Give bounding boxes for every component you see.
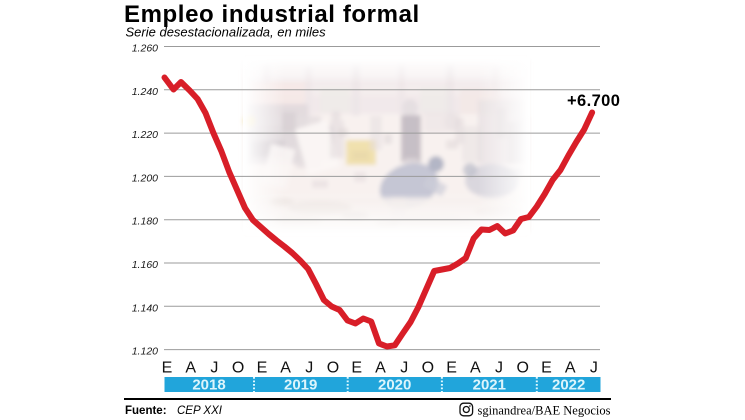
svg-text:+6.700: +6.700 (567, 92, 620, 110)
svg-text:A: A (565, 359, 576, 376)
svg-text:1.200: 1.200 (132, 172, 158, 184)
svg-text:2018: 2018 (192, 377, 225, 394)
svg-text:J: J (400, 359, 408, 376)
svg-text:E: E (257, 359, 268, 376)
svg-text:1.140: 1.140 (132, 302, 158, 314)
svg-text:A: A (280, 359, 291, 376)
svg-text:sginandrea/BAE Negocios: sginandrea/BAE Negocios (478, 404, 611, 418)
svg-text:A: A (185, 359, 196, 376)
svg-text:2020: 2020 (378, 377, 411, 394)
svg-text:1.260: 1.260 (132, 43, 158, 55)
svg-text:E: E (541, 359, 552, 376)
svg-text:2021: 2021 (473, 377, 506, 394)
svg-text:J: J (590, 359, 598, 376)
svg-text:2022: 2022 (552, 377, 585, 394)
svg-text:Serie desestacionalizada, en m: Serie desestacionalizada, en miles (126, 24, 327, 39)
svg-text:J: J (495, 359, 503, 376)
svg-text:O: O (327, 359, 339, 376)
svg-text:CEP XXI: CEP XXI (177, 405, 223, 417)
svg-text:A: A (470, 359, 481, 376)
svg-text:1.120: 1.120 (132, 346, 158, 358)
svg-text:E: E (351, 359, 362, 376)
svg-text:E: E (446, 359, 457, 376)
svg-text:Fuente:: Fuente: (125, 405, 167, 417)
svg-text:J: J (305, 359, 313, 376)
svg-text:1.240: 1.240 (132, 86, 158, 98)
svg-text:1.180: 1.180 (132, 216, 158, 228)
svg-text:E: E (162, 359, 173, 376)
svg-text:J: J (210, 359, 218, 376)
svg-text:2019: 2019 (284, 377, 317, 394)
svg-text:A: A (375, 359, 386, 376)
svg-text:1.220: 1.220 (132, 129, 158, 141)
svg-text:O: O (422, 359, 434, 376)
svg-text:Empleo industrial formal: Empleo industrial formal (124, 1, 420, 28)
svg-text:O: O (232, 359, 244, 376)
svg-text:1.160: 1.160 (132, 259, 158, 271)
svg-text:O: O (516, 359, 528, 376)
